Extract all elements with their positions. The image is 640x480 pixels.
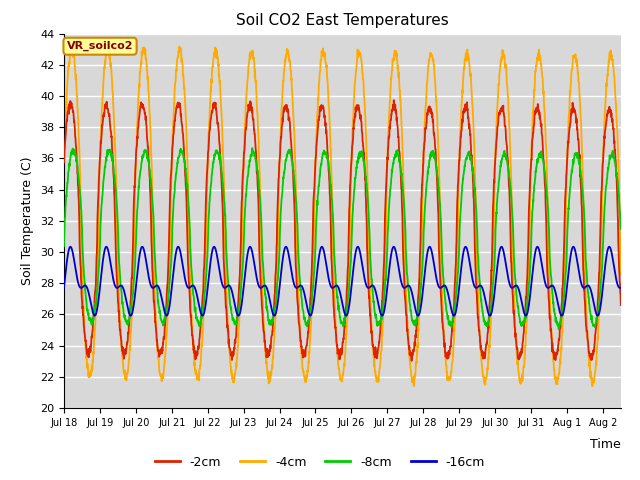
Title: Soil CO2 East Temperatures: Soil CO2 East Temperatures [236,13,449,28]
Y-axis label: Soil Temperature (C): Soil Temperature (C) [22,156,35,285]
Legend: -2cm, -4cm, -8cm, -16cm: -2cm, -4cm, -8cm, -16cm [150,451,490,474]
Text: Time: Time [590,438,621,451]
Text: VR_soilco2: VR_soilco2 [67,41,133,51]
